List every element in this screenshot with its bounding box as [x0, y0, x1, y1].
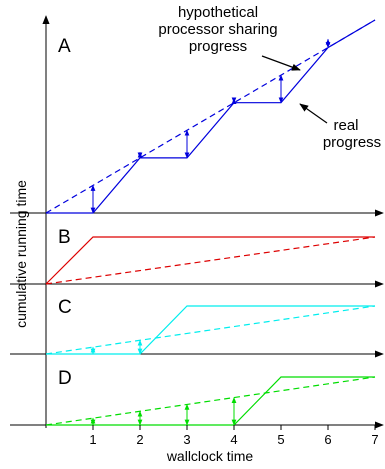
processor-sharing-line-a — [45, 19, 376, 214]
panel-label-d: D — [58, 368, 72, 389]
processor-sharing-line-c — [45, 305, 376, 355]
panel-c: C — [10, 297, 384, 358]
panel-label-a: A — [58, 36, 71, 57]
real-progress-annotation: real progress — [323, 117, 381, 151]
x-ticks-group: 1 2 3 4 5 6 7 — [89, 425, 379, 447]
panel-label-c: C — [58, 297, 72, 318]
processor-sharing-line-d — [45, 376, 376, 426]
processor-sharing-line-b — [45, 236, 376, 285]
x-tick-label: 6 — [324, 432, 331, 447]
x-tick-label: 3 — [183, 432, 190, 447]
panel-a: A — [10, 19, 384, 217]
x-tick-label: 1 — [89, 432, 96, 447]
panel-b: B — [10, 227, 384, 288]
annotations-group: hypothetical processor sharing progress rea… — [158, 4, 381, 151]
x-tick-label: 5 — [277, 432, 284, 447]
x-tick-label: 2 — [136, 432, 143, 447]
panel-label-b: B — [58, 227, 71, 248]
panel-d: D — [10, 368, 384, 429]
real-progress-line-b — [45, 236, 375, 285]
panels-group: A B C D — [10, 19, 384, 429]
y-axis-title: cumulative running time — [13, 180, 29, 328]
real-progress-line-a — [46, 19, 376, 214]
x-axis-title: wallclock time — [166, 448, 254, 464]
x-tick-label: 4 — [230, 432, 237, 447]
processor-sharing-pointer — [261, 55, 301, 71]
x-tick-label: 7 — [371, 432, 378, 447]
processor-sharing-annotation: hypothetical processor sharing progress — [158, 4, 277, 55]
real-progress-pointer — [299, 103, 328, 124]
